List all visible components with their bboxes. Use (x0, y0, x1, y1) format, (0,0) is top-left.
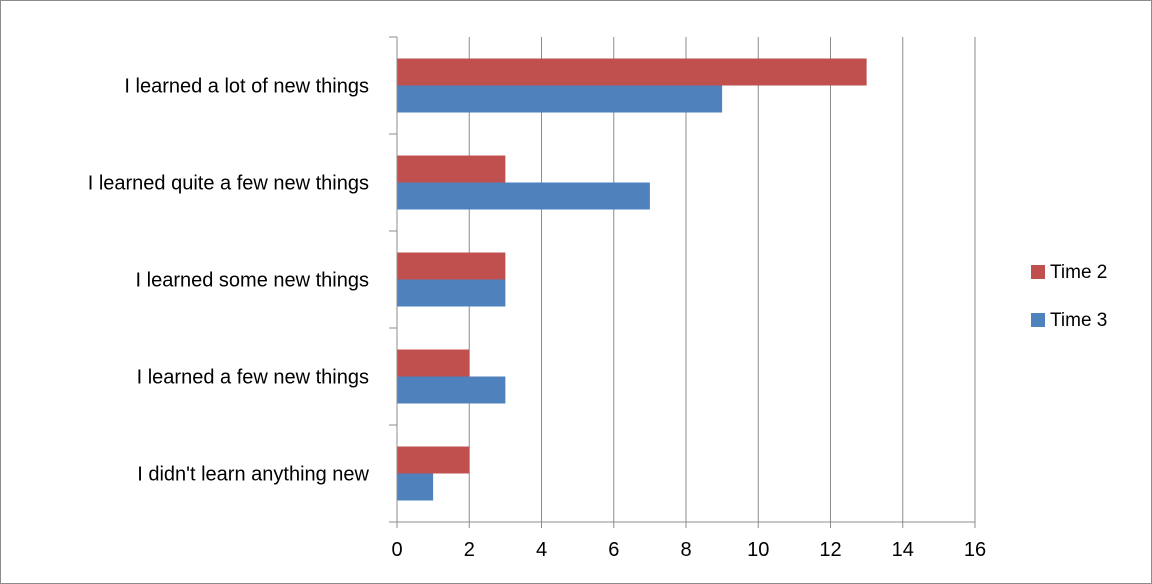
legend-swatch (1031, 313, 1045, 327)
legend-swatch (1031, 265, 1045, 279)
category-label: I learned quite a few new things (88, 173, 369, 195)
category-label: I learned a few new things (137, 367, 369, 389)
bar-time-3 (397, 473, 434, 501)
legend-label: Time 3 (1050, 310, 1107, 331)
x-tick-label: 16 (964, 539, 986, 561)
x-tick-label: 2 (464, 539, 475, 561)
bar-time-2 (397, 58, 867, 86)
category-label: I learned a lot of new things (124, 76, 369, 98)
x-tick-label: 8 (680, 539, 691, 561)
legend-label: Time 2 (1050, 262, 1107, 283)
x-tick-label: 14 (892, 539, 914, 561)
x-tick-label: 12 (819, 539, 841, 561)
bar-time-3 (397, 279, 506, 307)
axes (389, 36, 976, 528)
legend: Time 2 Time 3 (1031, 262, 1107, 331)
x-tick-label: 4 (536, 539, 547, 561)
x-tick-label: 6 (608, 539, 619, 561)
bar-time-2 (397, 349, 470, 377)
bars (397, 58, 867, 501)
bar-time-2 (397, 252, 506, 280)
bar-time-2 (397, 446, 470, 474)
bar-time-3 (397, 376, 506, 404)
bar-time-2 (397, 155, 506, 183)
category-label: I learned some new things (136, 270, 369, 292)
bar-time-3 (397, 182, 650, 210)
x-tick-label: 10 (747, 539, 769, 561)
category-label: I didn't learn anything new (137, 464, 369, 486)
gridlines (468, 37, 976, 522)
x-tick-label: 0 (391, 539, 402, 561)
axis-labels: 0 2 4 6 8 10 12 14 16 I learned a lot of new thin… (88, 76, 986, 562)
bar-time-3 (397, 85, 723, 113)
